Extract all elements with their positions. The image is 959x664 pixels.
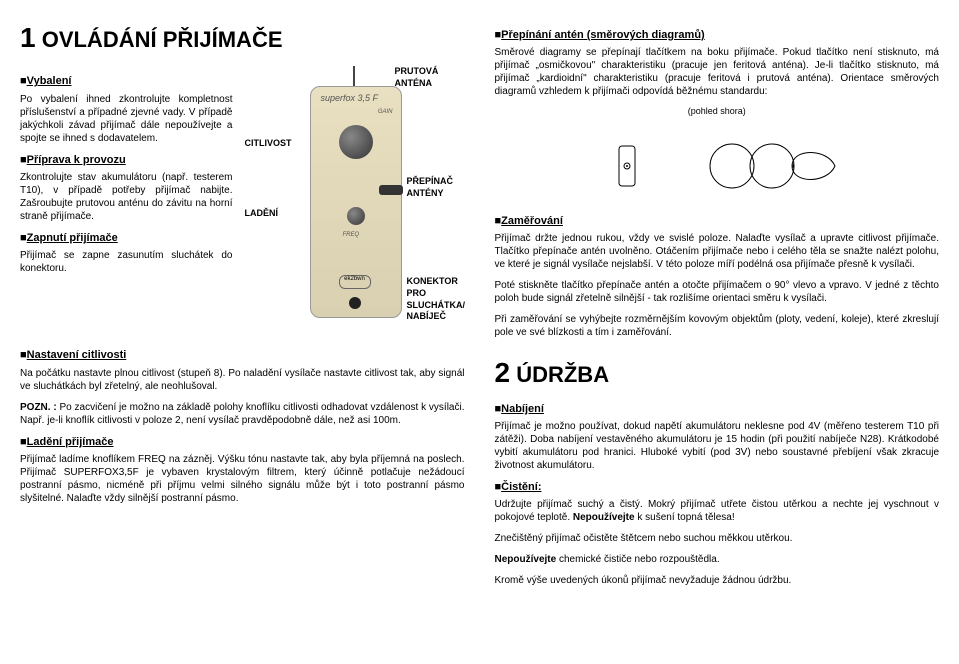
section-nabijeni-title: Nabíjení — [495, 402, 940, 416]
heading-2-num: 2 — [495, 357, 511, 388]
section-zamerovani-text3: Při zaměřování se vyhýbejte rozměrnějším… — [495, 313, 940, 339]
antenna-rod — [353, 66, 355, 86]
section-ladeni-text: Přijímač ladíme knoflíkem FREQ na zázněj… — [20, 453, 465, 505]
freq-knob — [347, 207, 365, 225]
section-zapnuti-title: Zapnutí přijímače — [20, 231, 233, 245]
heading-2: 2 ÚDRŽBA — [495, 355, 940, 391]
patterns-icon — [697, 126, 847, 206]
pozn-label: POZN. : — [20, 402, 60, 413]
device-brand-label: superfox 3,5 F — [321, 93, 379, 105]
section-cisteni-text2: Znečištěný přijímač očistěte štětcem neb… — [495, 532, 940, 545]
heading-1-num: 1 — [20, 22, 36, 53]
annot-sensitivity: CITLIVOST — [245, 138, 292, 150]
right-column: Přepínání antén (směrových diagramů) Smě… — [495, 20, 940, 595]
heading-2-text: ÚDRŽBA — [516, 362, 609, 387]
topview-label: (pohled shora) — [495, 106, 940, 118]
section-cisteni-text3: Nepoužívejte chemické čističe nebo rozpo… — [495, 553, 940, 566]
section-nabijeni-text: Přijímač je možno používat, dokud napětí… — [495, 420, 940, 472]
gain-label: GAIN — [378, 109, 393, 117]
headphone-jack — [349, 297, 361, 309]
section-cisteni-text1: Udržujte přijímač suchý a čistý. Mokrý p… — [495, 498, 940, 524]
pozn-text: Po zacvičení je možno na základě polohy … — [20, 402, 464, 426]
figure8-pattern-icon — [587, 126, 667, 206]
annot-antenna: PRUTOVÁ ANTÉNA — [395, 66, 465, 89]
left-text-block: Vybalení Po vybalení ihned zkontrolujte … — [20, 66, 233, 336]
heading-1: 1 OVLÁDÁNÍ PŘIJÍMAČE — [20, 20, 465, 56]
section-vybaleni-text: Po vybalení ihned zkontrolujte kompletno… — [20, 93, 233, 145]
bold-nepouzivejte-2: Nepoužívejte — [495, 554, 557, 565]
annot-tune: LADĚNÍ — [245, 208, 279, 220]
section-citlivost-title: Nastavení citlivosti — [20, 348, 465, 362]
freq-label: FREQ — [343, 232, 360, 240]
radiation-diagram — [495, 126, 940, 206]
section-citlivost-text1: Na počátku nastavte plnou citlivost (stu… — [20, 367, 465, 393]
device-body: superfox 3,5 F GAIN FREQ ek2bwn — [310, 86, 402, 318]
antenna-switch — [379, 185, 403, 195]
gain-knob — [339, 125, 373, 159]
section-zamerovani-title: Zaměřování — [495, 214, 940, 228]
section-cisteni-text4: Kromě výše uvedených úkonů přijímač nevy… — [495, 574, 940, 587]
device-diagram: superfox 3,5 F GAIN FREQ ek2bwn PRUTOVÁ … — [245, 66, 465, 336]
heading-1-text: OVLÁDÁNÍ PŘIJÍMAČE — [42, 27, 283, 52]
section-cisteni-title: Čistění: — [495, 480, 940, 494]
section-zapnuti-text: Přijímač se zapne zasunutím sluchátek do… — [20, 249, 233, 275]
left-column: 1 OVLÁDÁNÍ PŘIJÍMAČE Vybalení Po vybalen… — [20, 20, 465, 595]
annot-jack: KONEKTOR PRO SLUCHÁTKA/ NABÍJEČ — [407, 276, 477, 323]
bold-nepouzivejte-1: Nepoužívejte — [573, 512, 635, 523]
section-priprava-text: Zkontrolujte stav akumulátoru (např. tes… — [20, 171, 233, 223]
device-logo: ek2bwn — [339, 275, 371, 289]
section-zamerovani-text1: Přijímač držte jednou rukou, vždy ve svi… — [495, 232, 940, 271]
annot-switch: PŘEPÍNAČ ANTÉNY — [407, 176, 462, 199]
section-citlivost-text2: POZN. : Po zacvičení je možno na základě… — [20, 401, 465, 427]
section-prepínani-title: Přepínání antén (směrových diagramů) — [495, 28, 940, 42]
section-vybaleni-title: Vybalení — [20, 74, 233, 88]
section-ladeni-title: Ladění přijímače — [20, 435, 465, 449]
section-zamerovani-text2: Poté stiskněte tlačítko přepínače antén … — [495, 279, 940, 305]
section-priprava-title: Příprava k provozu — [20, 153, 233, 167]
section-prepínani-text: Směrové diagramy se přepínají tlačítkem … — [495, 46, 940, 98]
